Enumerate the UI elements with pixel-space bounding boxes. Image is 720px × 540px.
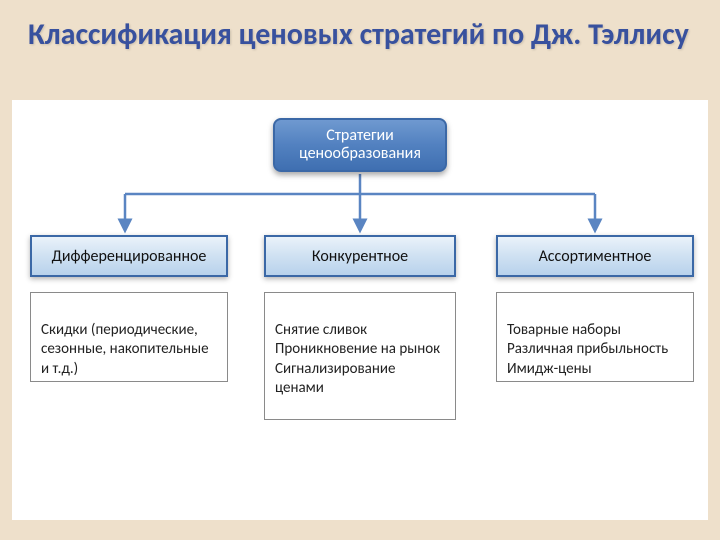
page-title: Классификация ценовых стратегий по Дж. Т… (0, 0, 720, 63)
diagram-canvas: Стратегии ценообразования Дифференцирова… (12, 100, 708, 520)
child-node-competitive: Конкурентное (264, 235, 456, 277)
desc-text: Снятие сливок Проникновение на рынок Сиг… (275, 321, 440, 398)
child-node-assortment: Ассортиментное (496, 235, 694, 277)
child-node-label: Конкурентное (312, 247, 408, 266)
desc-text: Товарные наборы Различная прибыльность И… (507, 321, 668, 378)
child-node-label: Ассортиментное (539, 247, 652, 266)
child-node-differentiated: Дифференцированное (30, 235, 228, 277)
root-node-label: Стратегии ценообразования (275, 127, 445, 164)
root-node: Стратегии ценообразования (273, 118, 447, 172)
desc-assortment: Товарные наборы Различная прибыльность И… (496, 292, 694, 382)
desc-competitive: Снятие сливок Проникновение на рынок Сиг… (264, 292, 456, 420)
desc-text: Скидки (периодические, сезонные, накопит… (41, 321, 209, 378)
desc-differentiated: Скидки (периодические, сезонные, накопит… (30, 292, 228, 382)
child-node-label: Дифференцированное (52, 247, 207, 266)
